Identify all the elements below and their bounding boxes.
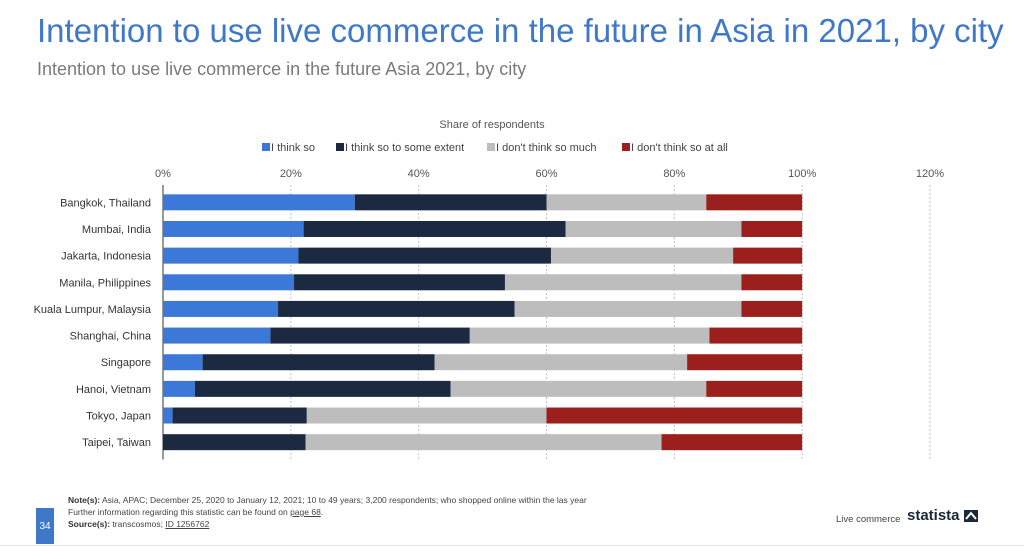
statista-logo-icon <box>963 509 978 522</box>
category-label: Shanghai, China <box>70 331 152 343</box>
bar-segment <box>741 274 803 291</box>
bar-segment <box>706 194 803 211</box>
x-tick-label: 80% <box>663 168 685 180</box>
bars <box>163 194 803 451</box>
source-text: transcosmos; <box>112 519 163 529</box>
bar-segment <box>546 194 707 211</box>
x-tick-label: 0% <box>155 168 171 180</box>
bar-segment <box>706 380 803 397</box>
topic-label: Live commerce <box>836 514 901 525</box>
bar-segment <box>294 274 505 291</box>
category-label: Taipei, Taiwan <box>82 437 151 449</box>
bar-segment <box>450 380 707 397</box>
legend-swatch <box>622 143 630 151</box>
further-info-link[interactable]: page 68 <box>290 507 321 517</box>
source-id-link[interactable]: ID 1256762 <box>165 519 210 529</box>
bar-segment <box>278 300 515 317</box>
bar-segment <box>565 220 742 237</box>
bar-segment <box>687 354 803 371</box>
bar-segment <box>298 247 551 264</box>
chart-notes: Note(s): Asia, APAC; December 25, 2020 t… <box>68 494 587 530</box>
brand-name: statista <box>907 507 960 524</box>
bar-segment <box>741 300 803 317</box>
notes-label: Note(s): <box>68 495 101 505</box>
page-title: Intention to use live commerce in the fu… <box>37 12 1004 49</box>
bar-segment <box>550 247 734 264</box>
bar-segment <box>354 194 547 211</box>
bar-segment <box>546 407 803 424</box>
bar-segment <box>306 407 547 424</box>
category-label: Jakarta, Indonesia <box>61 251 152 263</box>
x-tick-label: 40% <box>408 168 430 180</box>
page-subtitle: Intention to use live commerce in the fu… <box>37 59 527 79</box>
bar-segment <box>163 327 271 344</box>
bar-segment <box>661 434 803 451</box>
category-label: Bangkok, Thailand <box>60 197 151 209</box>
further-info-end: . <box>320 507 324 517</box>
legend-item: I don't think so much <box>487 142 597 154</box>
bar-segment <box>163 300 279 317</box>
category-labels: Bangkok, Thailand Mumbai, India Jakarta, I… <box>34 197 152 449</box>
legend-label: I think so <box>271 142 315 154</box>
legend-label: I don't think so at all <box>631 142 728 154</box>
bar-segment <box>303 220 566 237</box>
bar-segment <box>504 274 742 291</box>
category-label: Hanoi, Vietnam <box>76 384 151 396</box>
x-tick-label: 20% <box>280 168 302 180</box>
bar-segment <box>202 354 435 371</box>
bar-segment <box>514 300 742 317</box>
bar-segment <box>741 220 803 237</box>
bar-segment <box>163 274 295 291</box>
bar-segment <box>172 407 307 424</box>
bar-segment <box>163 354 203 371</box>
legend-item: I think so to some extent <box>336 142 464 154</box>
bar-segment <box>194 380 451 397</box>
category-label: Kuala Lumpur, Malaysia <box>34 304 152 316</box>
category-label: Mumbai, India <box>82 224 152 236</box>
notes-text: Asia, APAC; December 25, 2020 to January… <box>102 495 587 505</box>
category-label: Singapore <box>101 357 151 369</box>
further-info-text: Further information regarding this stati… <box>68 507 288 517</box>
bar-segment <box>163 380 195 397</box>
x-tick-label: 100% <box>788 168 816 180</box>
legend-item: I think so <box>262 142 315 154</box>
x-axis-ticks: 0% 20% 40% 60% 80% 100% 120% <box>155 168 944 180</box>
legend-label: I don't think so much <box>496 142 597 154</box>
bar-segment <box>469 327 710 344</box>
chart-legend: I think so I think so to some extent I don… <box>262 142 728 154</box>
stacked-bar-chart: Share of respondents I think so I think s… <box>34 119 944 460</box>
bar-segment <box>163 247 299 264</box>
brand: statista <box>907 507 978 524</box>
footer-divider <box>0 545 1024 546</box>
legend-swatch <box>262 143 270 151</box>
bar-segment <box>305 434 662 451</box>
legend-swatch <box>336 143 344 151</box>
x-tick-label: 60% <box>535 168 557 180</box>
bar-segment <box>733 247 803 264</box>
source-label: Source(s): <box>68 519 111 529</box>
x-tick-label: 120% <box>916 168 944 180</box>
bar-segment <box>163 407 173 424</box>
legend-item: I don't think so at all <box>622 142 728 154</box>
bar-segment <box>163 194 355 211</box>
bar-segment <box>709 327 803 344</box>
category-label: Manila, Philippines <box>59 277 151 289</box>
bar-segment <box>163 434 306 451</box>
legend-swatch <box>487 143 495 151</box>
bar-segment <box>163 220 304 237</box>
legend-label: I think so to some extent <box>345 142 464 154</box>
bar-segment <box>434 354 688 371</box>
page-number: 34 <box>36 508 54 544</box>
category-label: Tokyo, Japan <box>86 411 151 423</box>
bar-segment <box>270 327 470 344</box>
axis-title: Share of respondents <box>439 119 545 131</box>
